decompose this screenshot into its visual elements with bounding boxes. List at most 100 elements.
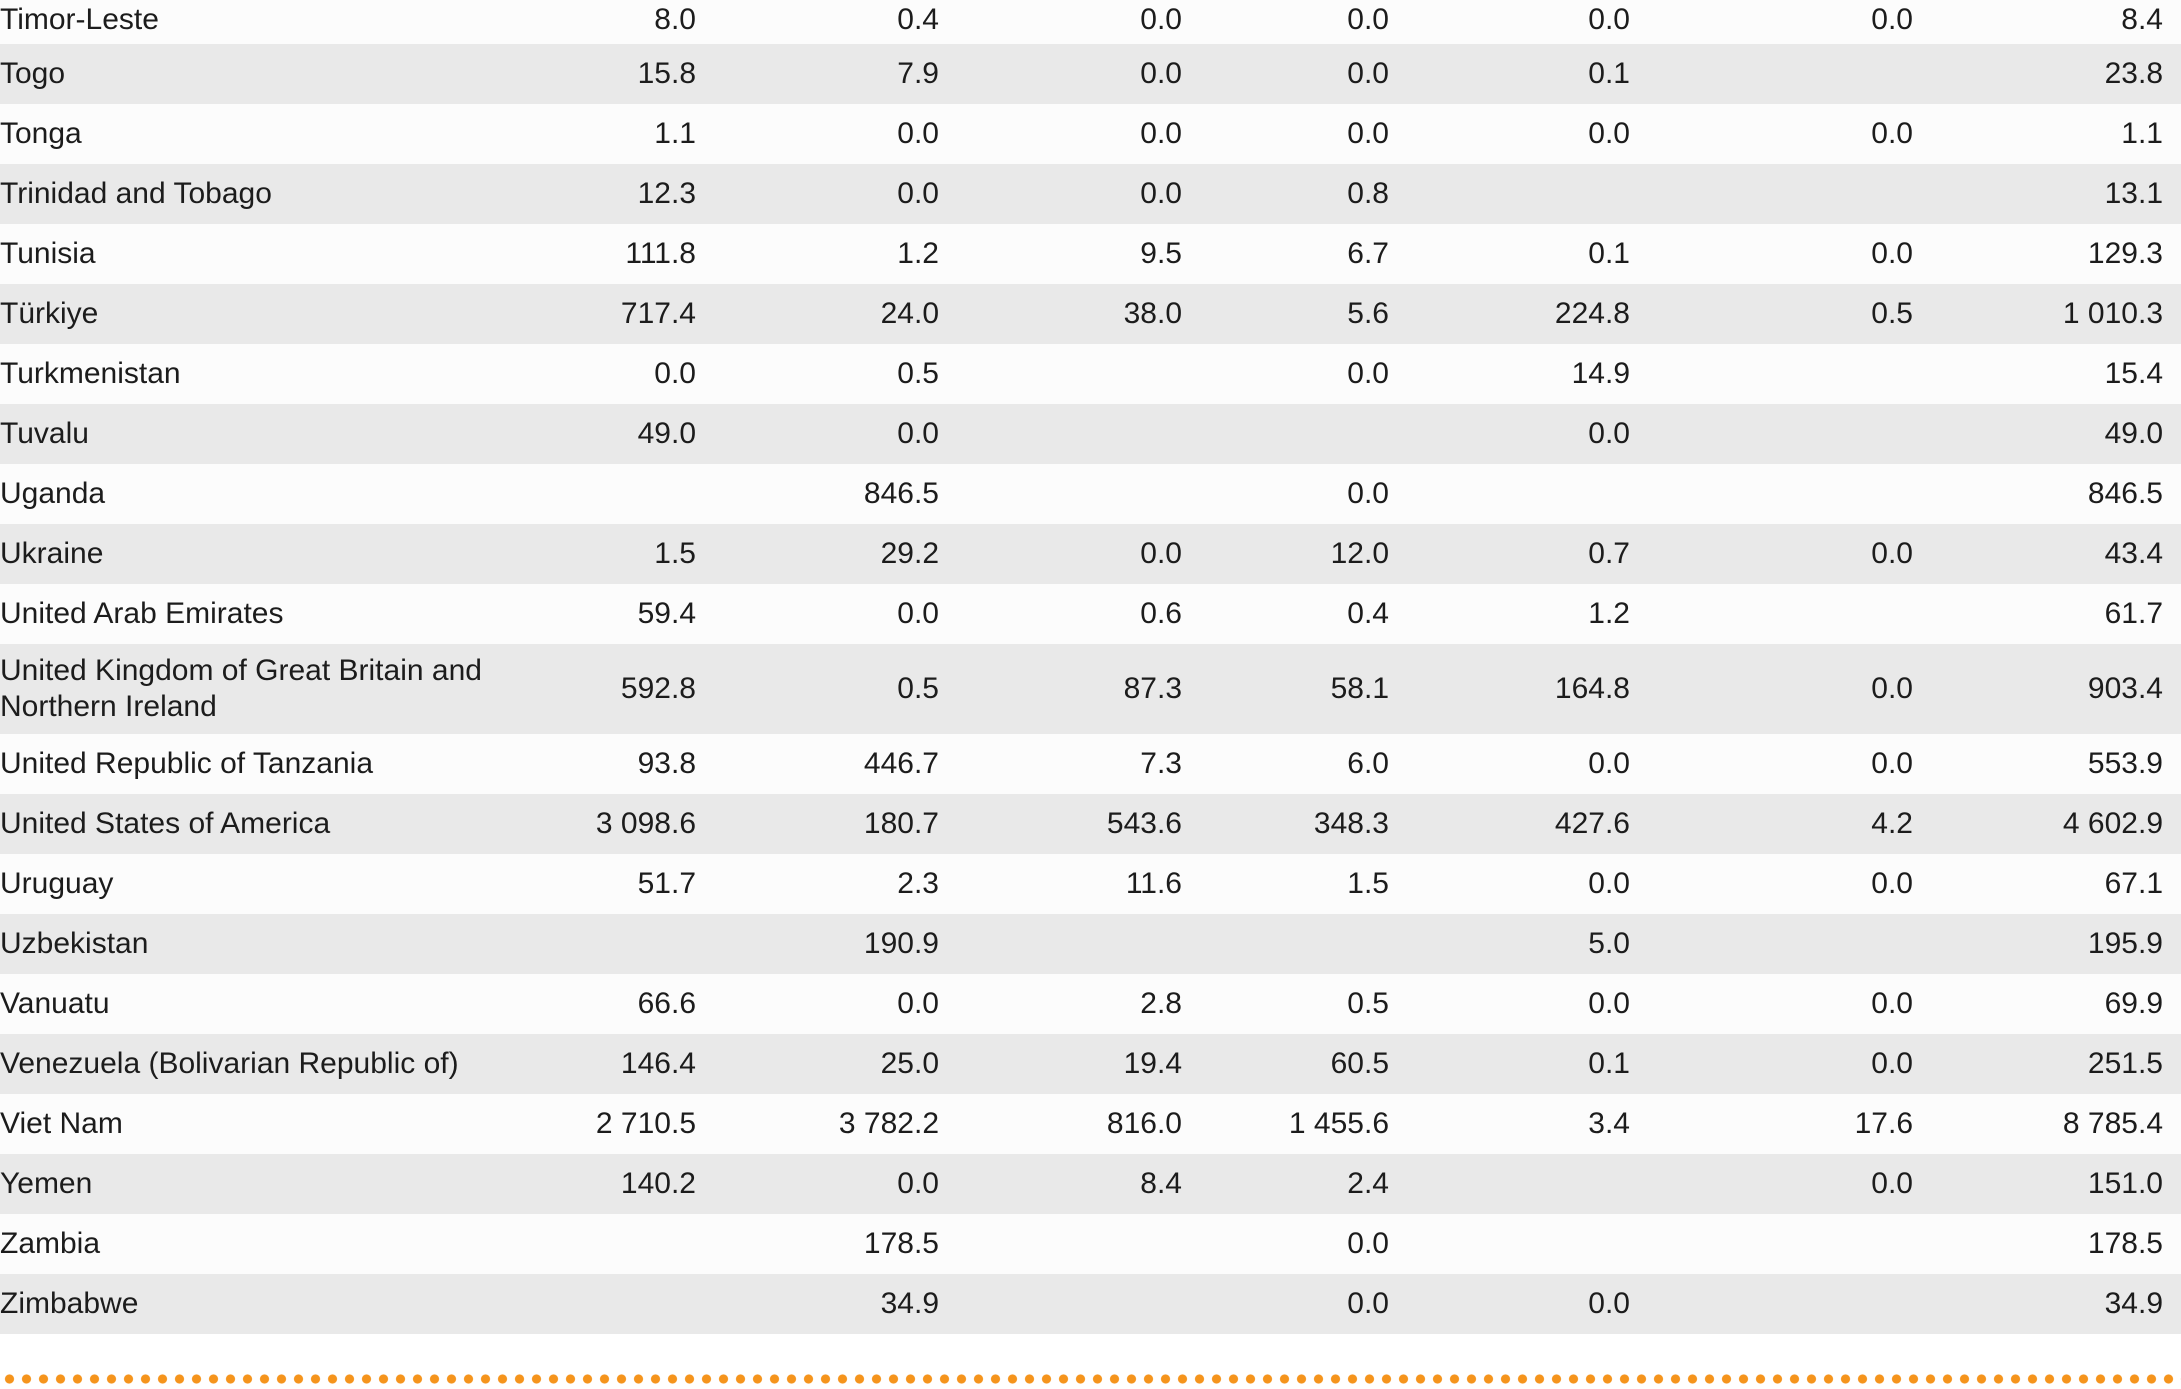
value-cell: 1.2 (1588, 597, 1630, 630)
value-cell: 0.5 (897, 672, 939, 705)
value-cell: 12.0 (1330, 537, 1389, 570)
value-cell: 0.0 (1871, 117, 1913, 150)
value-cell: 0.0 (897, 597, 939, 630)
value-cell: 4.2 (1871, 807, 1913, 840)
value-cell: 0.0 (1871, 1167, 1913, 1200)
value-cell (500, 1274, 696, 1334)
country-name: Uganda (0, 477, 106, 510)
value-cell: 543.6 (1106, 807, 1182, 840)
value-cell: 0.0 (1140, 3, 1182, 36)
value-cell: 49.0 (2104, 417, 2163, 450)
table-row: United Arab Emirates 59.4 0.0 0.6 0.4 1.2 61.7 (0, 584, 2181, 644)
value-cell: 0.1 (1588, 1047, 1630, 1080)
value-cell (1389, 464, 1630, 524)
value-cell: 446.7 (863, 747, 939, 780)
value-cell: 1.1 (654, 117, 696, 150)
value-cell: 348.3 (1313, 807, 1389, 840)
country-name: Yemen (0, 1167, 93, 1200)
value-cell (500, 1214, 696, 1274)
value-cell: 140.2 (620, 1167, 696, 1200)
value-cell (1630, 914, 1913, 974)
value-cell: 5.0 (1588, 927, 1630, 960)
value-cell: 87.3 (1123, 672, 1182, 705)
table-row: Turkmenistan 0.0 0.5 0.0 14.9 15.4 (0, 344, 2181, 404)
value-cell: 129.3 (2087, 237, 2163, 270)
value-cell: 1.2 (897, 237, 939, 270)
country-name: Venezuela (Bolivarian Republic of) (0, 1047, 459, 1080)
country-name: Vanuatu (0, 987, 110, 1020)
table-row: Trinidad and Tobago 12.3 0.0 0.0 0.8 13.1 (0, 164, 2181, 224)
value-cell (939, 404, 1182, 464)
country-name: Togo (0, 57, 66, 90)
value-cell: 180.7 (863, 807, 939, 840)
value-cell (939, 464, 1182, 524)
value-cell: 0.1 (1588, 237, 1630, 270)
table-row: Timor-Leste 8.0 0.4 0.0 0.0 0.0 0.0 8.4 (0, 0, 2181, 44)
country-name: Tunisia (0, 237, 96, 270)
table-row: United States of America 3 098.6 180.7 543.… (0, 794, 2181, 854)
value-cell: 0.0 (1871, 987, 1913, 1020)
table-row: Uganda 846.5 0.0 846.5 (0, 464, 2181, 524)
value-cell: 0.0 (1588, 117, 1630, 150)
value-cell: 5.6 (1347, 297, 1389, 330)
value-cell (1182, 914, 1389, 974)
table-row: Togo 15.8 7.9 0.0 0.0 0.1 23.8 (0, 44, 2181, 104)
value-cell: 816.0 (1106, 1107, 1182, 1140)
value-cell: 7.9 (897, 57, 939, 90)
value-cell: 0.0 (1347, 477, 1389, 510)
value-cell: 0.0 (654, 357, 696, 390)
value-cell: 2.4 (1347, 1167, 1389, 1200)
value-cell: 0.0 (897, 177, 939, 210)
value-cell: 0.5 (1347, 987, 1389, 1020)
value-cell: 0.0 (1347, 357, 1389, 390)
value-cell: 4 602.9 (2062, 807, 2163, 840)
value-cell: 0.0 (1347, 1287, 1389, 1320)
table-row: Tonga 1.1 0.0 0.0 0.0 0.0 0.0 1.1 (0, 104, 2181, 164)
value-cell: 178.5 (863, 1227, 939, 1260)
value-cell: 0.0 (1588, 867, 1630, 900)
value-cell (1630, 404, 1913, 464)
value-cell: 0.4 (1347, 597, 1389, 630)
country-name: Uzbekistan (0, 927, 149, 960)
value-cell: 903.4 (2087, 672, 2163, 705)
value-cell: 59.4 (637, 597, 696, 630)
value-cell: 3 782.2 (838, 1107, 939, 1140)
value-cell: 1.5 (1347, 867, 1389, 900)
value-cell: 51.7 (637, 867, 696, 900)
value-cell (1389, 1214, 1630, 1274)
country-name: Ukraine (0, 537, 104, 570)
value-cell: 0.0 (1588, 1287, 1630, 1320)
table-row: Uruguay 51.7 2.3 11.6 1.5 0.0 0.0 67.1 (0, 854, 2181, 914)
value-cell: 592.8 (620, 672, 696, 705)
value-cell: 3 098.6 (595, 807, 696, 840)
value-cell: 0.0 (1871, 1047, 1913, 1080)
table-body: Timor-Leste 8.0 0.4 0.0 0.0 0.0 0.0 8.4 Togo 15.8… (0, 0, 2181, 1334)
value-cell: 0.0 (1140, 177, 1182, 210)
table-row: Venezuela (Bolivarian Republic of) 146.4 2… (0, 1034, 2181, 1094)
value-cell: 0.0 (1347, 57, 1389, 90)
country-name: Uruguay (0, 867, 114, 900)
value-cell: 0.4 (897, 3, 939, 36)
value-cell: 0.0 (1588, 987, 1630, 1020)
value-cell: 12.3 (637, 177, 696, 210)
table-row: Ukraine 1.5 29.2 0.0 12.0 0.7 0.0 43.4 (0, 524, 2181, 584)
value-cell: 0.0 (1347, 1227, 1389, 1260)
value-cell: 0.0 (1871, 747, 1913, 780)
value-cell: 0.0 (1871, 672, 1913, 705)
value-cell: 60.5 (1330, 1047, 1389, 1080)
country-name: Zimbabwe (0, 1287, 139, 1320)
value-cell: 553.9 (2087, 747, 2163, 780)
value-cell (1389, 164, 1630, 224)
value-cell: 164.8 (1554, 672, 1630, 705)
value-cell: 0.0 (897, 117, 939, 150)
value-cell: 3.4 (1588, 1107, 1630, 1140)
value-cell: 8.0 (654, 3, 696, 36)
country-name: United Arab Emirates (0, 597, 284, 630)
value-cell: 0.1 (1588, 57, 1630, 90)
value-cell: 58.1 (1330, 672, 1389, 705)
value-cell: 43.4 (2104, 537, 2163, 570)
value-cell: 7.3 (1140, 747, 1182, 780)
value-cell: 0.0 (1347, 3, 1389, 36)
value-cell: 67.1 (2104, 867, 2163, 900)
value-cell: 9.5 (1140, 237, 1182, 270)
